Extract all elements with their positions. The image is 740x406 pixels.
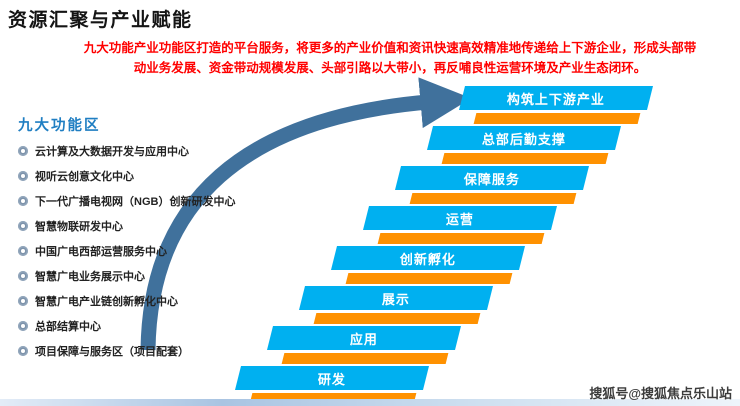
stair-step: 运营 <box>363 206 557 246</box>
step-base-bar <box>281 353 449 364</box>
step-label: 应用 <box>349 331 378 347</box>
stair-step: 应用 <box>267 326 461 366</box>
step-base-bar <box>409 193 577 204</box>
step-label: 总部后勤支撑 <box>481 131 566 147</box>
list-item-label: 项目保障与服务区（项目配套） <box>35 346 189 358</box>
functions-list: 云计算及大数据开发与应用中心 视听云创意文化中心 下一代广播电视网（NGB）创新… <box>18 143 235 359</box>
step-label: 保障服务 <box>463 171 520 187</box>
list-item-label: 下一代广播电视网（NGB）创新研发中心 <box>35 196 236 208</box>
functions-heading: 九大功能区 <box>18 118 101 134</box>
list-item-label: 智慧物联研发中心 <box>35 221 123 233</box>
page-title: 资源汇聚与产业赋能 <box>8 10 193 31</box>
step-label: 构筑上下游产业 <box>506 91 605 107</box>
list-item-label: 中国广电西部运营服务中心 <box>35 246 167 258</box>
step-bar: 总部后勤支撑 <box>427 126 621 150</box>
stair-step: 创新孵化 <box>331 246 525 286</box>
bullet-icon <box>18 246 28 256</box>
list-item: 项目保障与服务区（项目配套） <box>18 343 235 359</box>
step-base-bar <box>441 153 609 164</box>
intro-text: 九大功能产业功能区打造的平台服务，将更多的产业价值和资讯快速高效精准地传递给上下… <box>83 41 697 75</box>
bullet-icon <box>18 196 28 206</box>
step-bar: 运营 <box>363 206 557 230</box>
bullet-icon <box>18 146 28 156</box>
step-base-bar <box>377 233 545 244</box>
list-item: 总部结算中心 <box>18 318 235 334</box>
stair-step: 保障服务 <box>395 166 589 206</box>
step-label: 创新孵化 <box>399 251 456 267</box>
list-item: 视听云创意文化中心 <box>18 168 235 184</box>
list-item-label: 智慧广电产业链创新孵化中心 <box>35 296 178 308</box>
step-bar: 创新孵化 <box>331 246 525 270</box>
step-label: 研发 <box>317 371 346 387</box>
bullet-icon <box>18 171 28 181</box>
step-label: 运营 <box>445 211 474 227</box>
step-bar: 保障服务 <box>395 166 589 190</box>
step-base-bar <box>473 113 641 124</box>
list-item: 智慧广电业务展示中心 <box>18 268 235 284</box>
stair-step: 构筑上下游产业 <box>459 86 653 126</box>
step-base-bar <box>345 273 513 284</box>
list-item-label: 总部结算中心 <box>35 321 101 333</box>
bullet-icon <box>18 346 28 356</box>
step-label: 展示 <box>381 291 410 307</box>
list-item: 智慧物联研发中心 <box>18 218 235 234</box>
bullet-icon <box>18 221 28 231</box>
list-item: 云计算及大数据开发与应用中心 <box>18 143 235 159</box>
step-bar: 应用 <box>267 326 461 350</box>
list-item-label: 云计算及大数据开发与应用中心 <box>35 146 189 158</box>
bottom-gradient-strip <box>0 399 740 406</box>
step-bar: 研发 <box>235 366 429 390</box>
watermark: 搜狐号@搜狐焦点乐山站 <box>589 386 732 401</box>
list-item: 中国广电西部运营服务中心 <box>18 243 235 259</box>
bullet-icon <box>18 271 28 281</box>
list-item: 下一代广播电视网（NGB）创新研发中心 <box>18 193 235 209</box>
step-bar: 展示 <box>299 286 493 310</box>
list-item: 智慧广电产业链创新孵化中心 <box>18 293 235 309</box>
stair-step: 展示 <box>299 286 493 326</box>
list-item-label: 视听云创意文化中心 <box>35 171 134 183</box>
stair-step: 总部后勤支撑 <box>427 126 621 166</box>
bullet-icon <box>18 296 28 306</box>
step-bar: 构筑上下游产业 <box>459 86 653 110</box>
list-item-label: 智慧广电业务展示中心 <box>35 271 145 283</box>
step-base-bar <box>313 313 481 324</box>
bullet-icon <box>18 321 28 331</box>
